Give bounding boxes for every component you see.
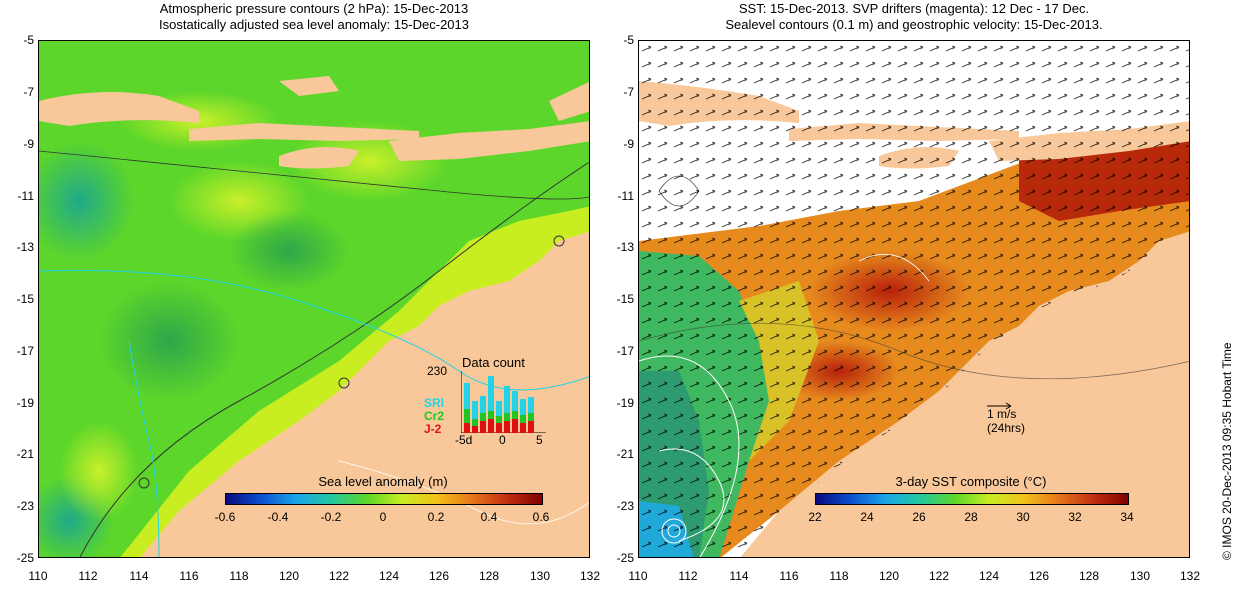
lon-tick: 112: [678, 569, 698, 583]
sla-colorbar-tick: 0.4: [480, 510, 498, 524]
lat-tick: -9: [623, 137, 634, 151]
right-map-title: SST: 15-Dec-2013. SVP drifters (magenta)…: [738, 1, 1090, 16]
lon-tick: 118: [229, 569, 249, 583]
velocity-scale-sublabel: (24hrs): [987, 421, 1026, 435]
legend-j2: J-2: [424, 422, 442, 436]
lat-tick: -5: [623, 33, 634, 47]
lon-tick: 130: [1129, 569, 1151, 583]
lat-tick: -25: [616, 551, 634, 565]
sea-level-anomaly-map-graphic: [39, 41, 589, 557]
lat-tick: -19: [16, 396, 34, 410]
lat-tick: -21: [616, 447, 634, 461]
velocity-scale-label: 1 m/s: [987, 407, 1017, 421]
lon-tick: 118: [829, 569, 849, 583]
lat-tick: -17: [16, 344, 34, 358]
sst-colorbar-tick: 24: [860, 510, 874, 524]
imos-credit: © IMOS 20-Dec-2013 09:35 Hobart Time: [1220, 342, 1234, 560]
sst-colorbar-tick: 26: [912, 510, 926, 524]
lon-tick: 110: [28, 569, 48, 583]
lat-tick: -21: [16, 447, 34, 461]
lon-tick: 130: [529, 569, 551, 583]
sst-map[interactable]: 1 m/s (24hrs) 3-day SST composite (°C) 2…: [638, 40, 1190, 558]
lat-tick: -11: [17, 189, 34, 203]
lon-tick: 132: [579, 569, 601, 583]
data-count-ymax: 230: [427, 364, 448, 378]
bar-group: [464, 376, 534, 433]
sla-colorbar-tick: -0.2: [320, 510, 342, 524]
sst-colorbar-label: 3-day SST composite (°C): [895, 474, 1047, 489]
lon-tick: 122: [328, 569, 350, 583]
data-count-bars: [461, 371, 546, 433]
lat-tick: -13: [616, 240, 634, 254]
sst-colorbar-tick: 28: [964, 510, 978, 524]
lon-tick: 112: [78, 569, 98, 583]
sla-colorbar-tick: -0.6: [214, 510, 236, 524]
lat-tick: -13: [16, 240, 34, 254]
legend-srl: SRl: [424, 396, 445, 410]
data-count-xtick-5: 5: [536, 433, 543, 447]
sst-colorbar-tick: 34: [1120, 510, 1134, 524]
lat-tick: -15: [16, 292, 34, 306]
sst-colorbar-tick: 32: [1068, 510, 1082, 524]
lat-tick: -9: [23, 137, 34, 151]
left-map-title: Atmospheric pressure contours (2 hPa): 1…: [159, 1, 469, 16]
lon-tick: 120: [878, 569, 900, 583]
lat-tick: -7: [23, 85, 34, 99]
lat-tick: -23: [616, 499, 634, 513]
lon-tick: 124: [378, 569, 400, 583]
data-count-title: Data count: [462, 355, 525, 370]
lat-tick: -17: [616, 344, 634, 358]
lon-tick: 126: [428, 569, 450, 583]
data-count-xtick-0: 0: [499, 433, 506, 447]
right-map-subtitle: Sealevel contours (0.1 m) and geostrophi…: [725, 17, 1103, 32]
sea-level-anomaly-map[interactable]: Data count 230 SRl Cr2 J-2 -5d 0 5 Sea l…: [38, 40, 590, 558]
lon-tick: 116: [779, 569, 799, 583]
left-map-subtitle: Isostatically adjusted sea level anomaly…: [158, 17, 469, 32]
lat-tick: -5: [23, 33, 34, 47]
lat-tick: -15: [616, 292, 634, 306]
lon-tick: 128: [478, 569, 500, 583]
sst-colorbar-tick: 30: [1016, 510, 1030, 524]
legend-cr2: Cr2: [424, 409, 445, 423]
lon-tick: 132: [1179, 569, 1201, 583]
data-count-xtick-minus5: -5d: [455, 433, 473, 447]
sst-colorbar: [815, 493, 1129, 505]
lat-tick: -25: [16, 551, 34, 565]
sla-colorbar-tick: 0.6: [532, 510, 550, 524]
lat-tick: -19: [616, 396, 634, 410]
lat-tick: -23: [16, 499, 34, 513]
sla-colorbar-tick: 0.2: [427, 510, 445, 524]
lon-tick: 122: [928, 569, 950, 583]
lon-tick: 126: [1028, 569, 1050, 583]
lat-tick: -11: [617, 189, 634, 203]
sla-colorbar-tick: 0: [379, 510, 387, 524]
lon-tick: 120: [278, 569, 300, 583]
lon-tick: 110: [628, 569, 648, 583]
lat-tick: -7: [623, 85, 634, 99]
sla-colorbar-tick: -0.4: [267, 510, 289, 524]
sla-colorbar-label: Sea level anomaly (m): [318, 474, 448, 489]
lon-tick: 124: [978, 569, 1000, 583]
sla-colorbar: [225, 493, 543, 505]
lon-tick: 114: [129, 569, 149, 583]
sst-map-graphic: [639, 41, 1189, 557]
lon-tick: 116: [179, 569, 199, 583]
sst-colorbar-tick: 22: [808, 510, 822, 524]
lon-tick: 128: [1078, 569, 1100, 583]
lon-tick: 114: [729, 569, 749, 583]
